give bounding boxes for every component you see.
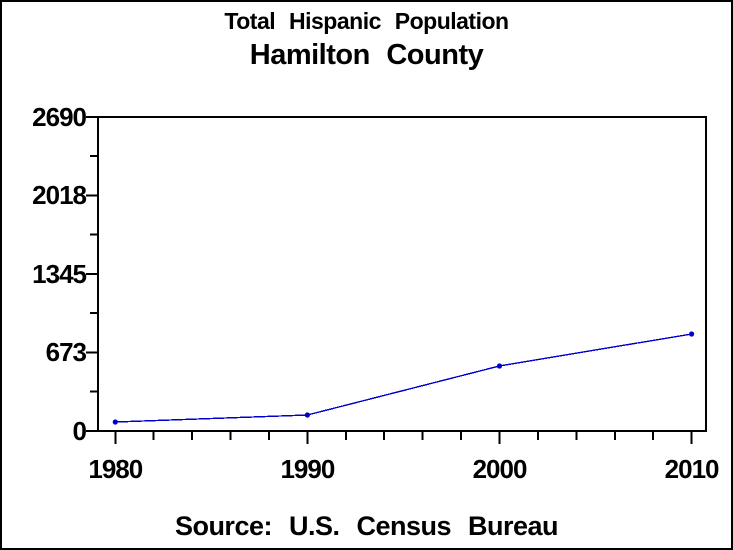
- y-tick-label: 1345: [32, 259, 87, 289]
- y-tick-label: 2690: [32, 102, 87, 132]
- y-tick-label: 673: [45, 337, 87, 368]
- plot-frame: [97, 116, 707, 432]
- x-tick-label: 1980: [88, 454, 143, 484]
- data-point-marker: [688, 331, 695, 337]
- y-tick-label: 2018: [32, 180, 87, 211]
- chart-title: Total Hispanic Population: [224, 8, 509, 34]
- data-line: [115, 333, 692, 423]
- chart-subtitle: Hamilton County: [249, 39, 484, 71]
- data-point-marker: [496, 363, 503, 369]
- x-tick-label: 2010: [664, 454, 720, 484]
- data-point-marker: [112, 419, 118, 425]
- source-caption: Source: U.S. Census Bureau: [174, 511, 559, 541]
- x-tick-label: 1990: [280, 454, 335, 484]
- data-point-marker: [304, 412, 310, 418]
- x-tick-label: 2000: [472, 454, 528, 484]
- y-tick-label: 0: [72, 416, 87, 446]
